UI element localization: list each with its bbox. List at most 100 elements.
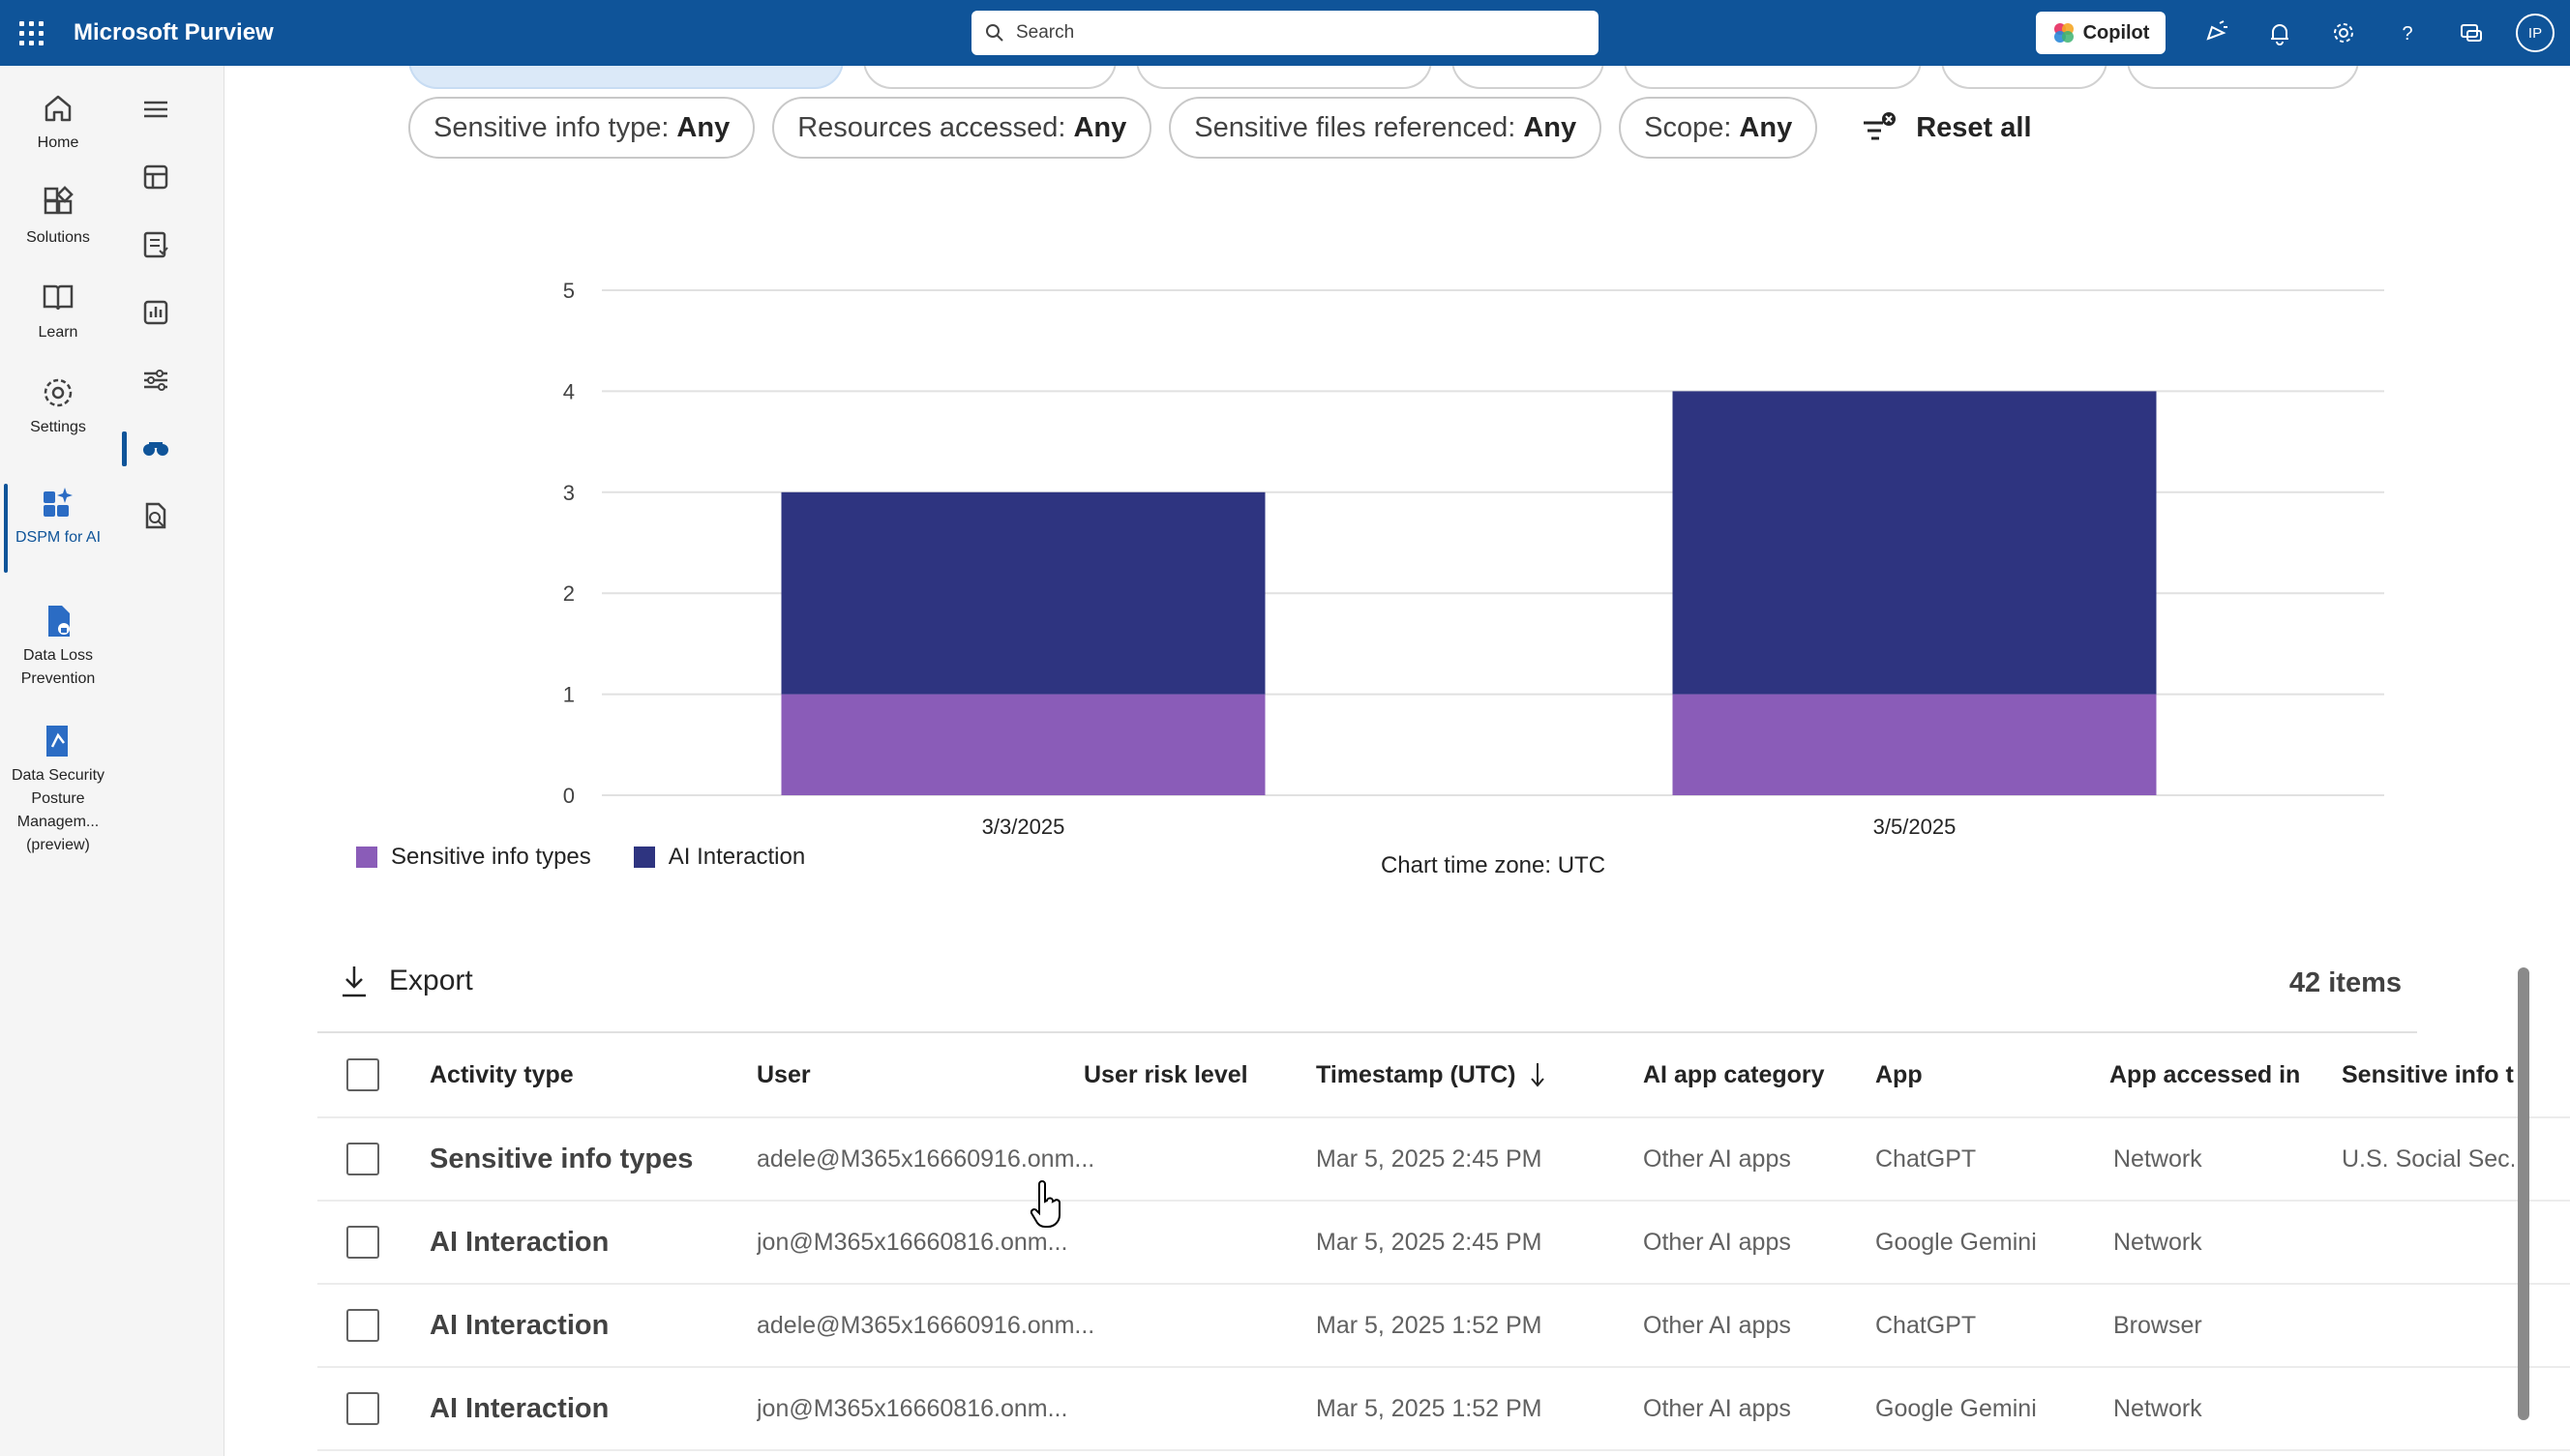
hand-cursor-icon bbox=[1030, 1180, 1061, 1228]
table-row[interactable]: AI Interaction adele@M365x16660916.onm..… bbox=[317, 1285, 2570, 1368]
x-tick-label: 3/3/2025 bbox=[982, 815, 1065, 839]
recommendations-icon[interactable] bbox=[137, 226, 174, 263]
gear-icon bbox=[44, 378, 73, 407]
table-row[interactable]: AI Interaction jon@M365x16660816.onm... … bbox=[317, 1368, 2570, 1451]
secondary-nav bbox=[116, 66, 224, 1456]
export-button[interactable]: Export bbox=[339, 964, 473, 998]
cell-activity-type[interactable]: Sensitive info types bbox=[430, 1143, 694, 1174]
select-all-checkbox[interactable] bbox=[346, 1058, 379, 1091]
copilot-button[interactable]: Copilot bbox=[2036, 12, 2166, 54]
clear-filter-icon bbox=[1864, 112, 1897, 140]
row-checkbox[interactable] bbox=[346, 1392, 379, 1425]
home-icon bbox=[45, 95, 72, 122]
col-timestamp[interactable]: Timestamp (UTC) bbox=[1316, 1033, 1545, 1116]
cell-activity-type[interactable]: AI Interaction bbox=[430, 1309, 610, 1341]
cell-ai-app-category: Other AI apps bbox=[1643, 1394, 1791, 1422]
row-checkbox[interactable] bbox=[346, 1309, 379, 1342]
app-title[interactable]: Microsoft Purview bbox=[74, 19, 274, 45]
top-bar: Microsoft Purview Search Copilot ? IP bbox=[0, 0, 2570, 66]
reports-icon[interactable] bbox=[137, 294, 174, 331]
filter-pill[interactable] bbox=[1941, 66, 2107, 89]
divider bbox=[317, 1031, 2417, 1033]
filter-pill[interactable] bbox=[1451, 66, 1604, 89]
filter-sensitive-info-type[interactable]: Sensitive info type: Any bbox=[408, 97, 756, 159]
col-sensitive-info[interactable]: Sensitive info ty bbox=[2342, 1060, 2514, 1088]
y-tick-label: 2 bbox=[563, 581, 575, 606]
row-checkbox[interactable] bbox=[346, 1226, 379, 1259]
table-row[interactable]: AI Interaction jon@M365x16660816.onm... … bbox=[317, 1202, 2570, 1285]
y-tick-label: 5 bbox=[563, 279, 575, 303]
gear-icon[interactable] bbox=[2328, 17, 2359, 48]
cell-ai-app-category: Other AI apps bbox=[1643, 1311, 1791, 1339]
filter-pill[interactable] bbox=[1624, 66, 1922, 89]
rail-item-dspm-for-ai[interactable]: DSPM for AI bbox=[0, 484, 116, 550]
hamburger-icon[interactable] bbox=[137, 91, 174, 128]
row-select-cell bbox=[346, 1368, 379, 1449]
announcement-icon[interactable] bbox=[2200, 17, 2231, 48]
rail-item-label: Solutions bbox=[26, 229, 90, 246]
col-activity-type[interactable]: Activity type bbox=[430, 1060, 574, 1088]
col-user[interactable]: User bbox=[757, 1060, 811, 1088]
scrollbar-thumb[interactable] bbox=[2518, 967, 2529, 1420]
download-icon bbox=[343, 966, 366, 997]
cell-app-accessed-in: Network bbox=[2113, 1144, 2202, 1173]
table-row[interactable]: Sensitive info types adele@M365x16660916… bbox=[317, 1118, 2570, 1202]
legend-item-sensitive-info-types[interactable]: Sensitive info types bbox=[356, 844, 591, 871]
rail-item-dspm-preview[interactable]: Data Security Posture Managem... (previe… bbox=[0, 722, 116, 857]
legend-item-ai-interaction[interactable]: AI Interaction bbox=[633, 844, 805, 871]
cell-app: Google Gemini bbox=[1875, 1228, 2037, 1256]
filter-sensitive-files-referenced[interactable]: Sensitive files referenced: Any bbox=[1169, 97, 1602, 159]
sort-descending-icon bbox=[1530, 1063, 1544, 1087]
feedback-icon[interactable] bbox=[2456, 17, 2487, 48]
rail-item-label: Learn bbox=[38, 324, 78, 341]
cell-activity-type[interactable]: AI Interaction bbox=[430, 1392, 610, 1424]
cell-app-accessed-in: Network bbox=[2113, 1228, 2202, 1256]
search-placeholder: Search bbox=[1016, 22, 1075, 43]
avatar[interactable]: IP bbox=[2516, 14, 2555, 52]
data-assessments-icon[interactable] bbox=[137, 497, 174, 534]
activity-explorer-icon[interactable] bbox=[137, 430, 174, 466]
filter-pill[interactable] bbox=[1136, 66, 1432, 89]
rail-item-home[interactable]: Home bbox=[0, 89, 116, 155]
col-app[interactable]: App bbox=[1875, 1060, 1923, 1088]
cell-sensitive-info bbox=[2342, 1202, 2514, 1283]
filter-resources-accessed[interactable]: Resources accessed: Any bbox=[772, 97, 1152, 159]
search-input[interactable]: Search bbox=[971, 11, 1599, 55]
select-all-cell bbox=[346, 1033, 379, 1116]
reset-all-button[interactable]: Reset all bbox=[1862, 111, 2032, 144]
solutions-icon bbox=[44, 186, 74, 215]
overview-icon[interactable] bbox=[137, 159, 174, 195]
chart-legend: Sensitive info types AI Interaction bbox=[356, 844, 805, 871]
bar-segment bbox=[781, 491, 1266, 695]
subnav-active-indicator bbox=[122, 431, 127, 466]
cell-ai-app-category: Other AI apps bbox=[1643, 1144, 1791, 1173]
rail-item-label: DSPM for AI bbox=[15, 529, 102, 546]
app-launcher-icon[interactable] bbox=[19, 21, 45, 46]
rail-item-data-loss-prevention[interactable]: Data Loss Prevention bbox=[0, 602, 116, 691]
cell-activity-type[interactable]: AI Interaction bbox=[430, 1226, 610, 1258]
bar-segment bbox=[1672, 391, 2157, 695]
y-tick-label: 0 bbox=[563, 784, 575, 808]
rail-item-learn[interactable]: Learn bbox=[0, 279, 116, 344]
filter-pill[interactable] bbox=[408, 66, 844, 89]
col-ai-app-category[interactable]: AI app category bbox=[1643, 1060, 1825, 1088]
rail-item-label: Settings bbox=[30, 419, 86, 435]
help-icon[interactable]: ? bbox=[2392, 17, 2423, 48]
policies-icon[interactable] bbox=[137, 362, 174, 399]
filter-pill[interactable] bbox=[2127, 66, 2359, 89]
legend-label: Sensitive info types bbox=[391, 844, 591, 870]
cell-app: ChatGPT bbox=[1875, 1144, 1977, 1173]
row-checkbox[interactable] bbox=[346, 1143, 379, 1175]
legend-swatch bbox=[356, 847, 377, 868]
col-user-risk-level[interactable]: User risk level bbox=[1084, 1060, 1248, 1088]
col-app-accessed-in[interactable]: App accessed in bbox=[2109, 1060, 2301, 1088]
rail-item-settings[interactable]: Settings bbox=[0, 373, 116, 439]
rail-item-solutions[interactable]: Solutions bbox=[0, 184, 116, 250]
filter-pill[interactable] bbox=[863, 66, 1117, 89]
bar-segment bbox=[781, 694, 1266, 795]
dspm-preview-icon bbox=[46, 726, 68, 757]
bell-icon[interactable] bbox=[2264, 17, 2295, 48]
row-select-cell bbox=[346, 1118, 379, 1200]
filter-scope[interactable]: Scope: Any bbox=[1619, 97, 1818, 159]
dlp-icon bbox=[48, 606, 70, 637]
